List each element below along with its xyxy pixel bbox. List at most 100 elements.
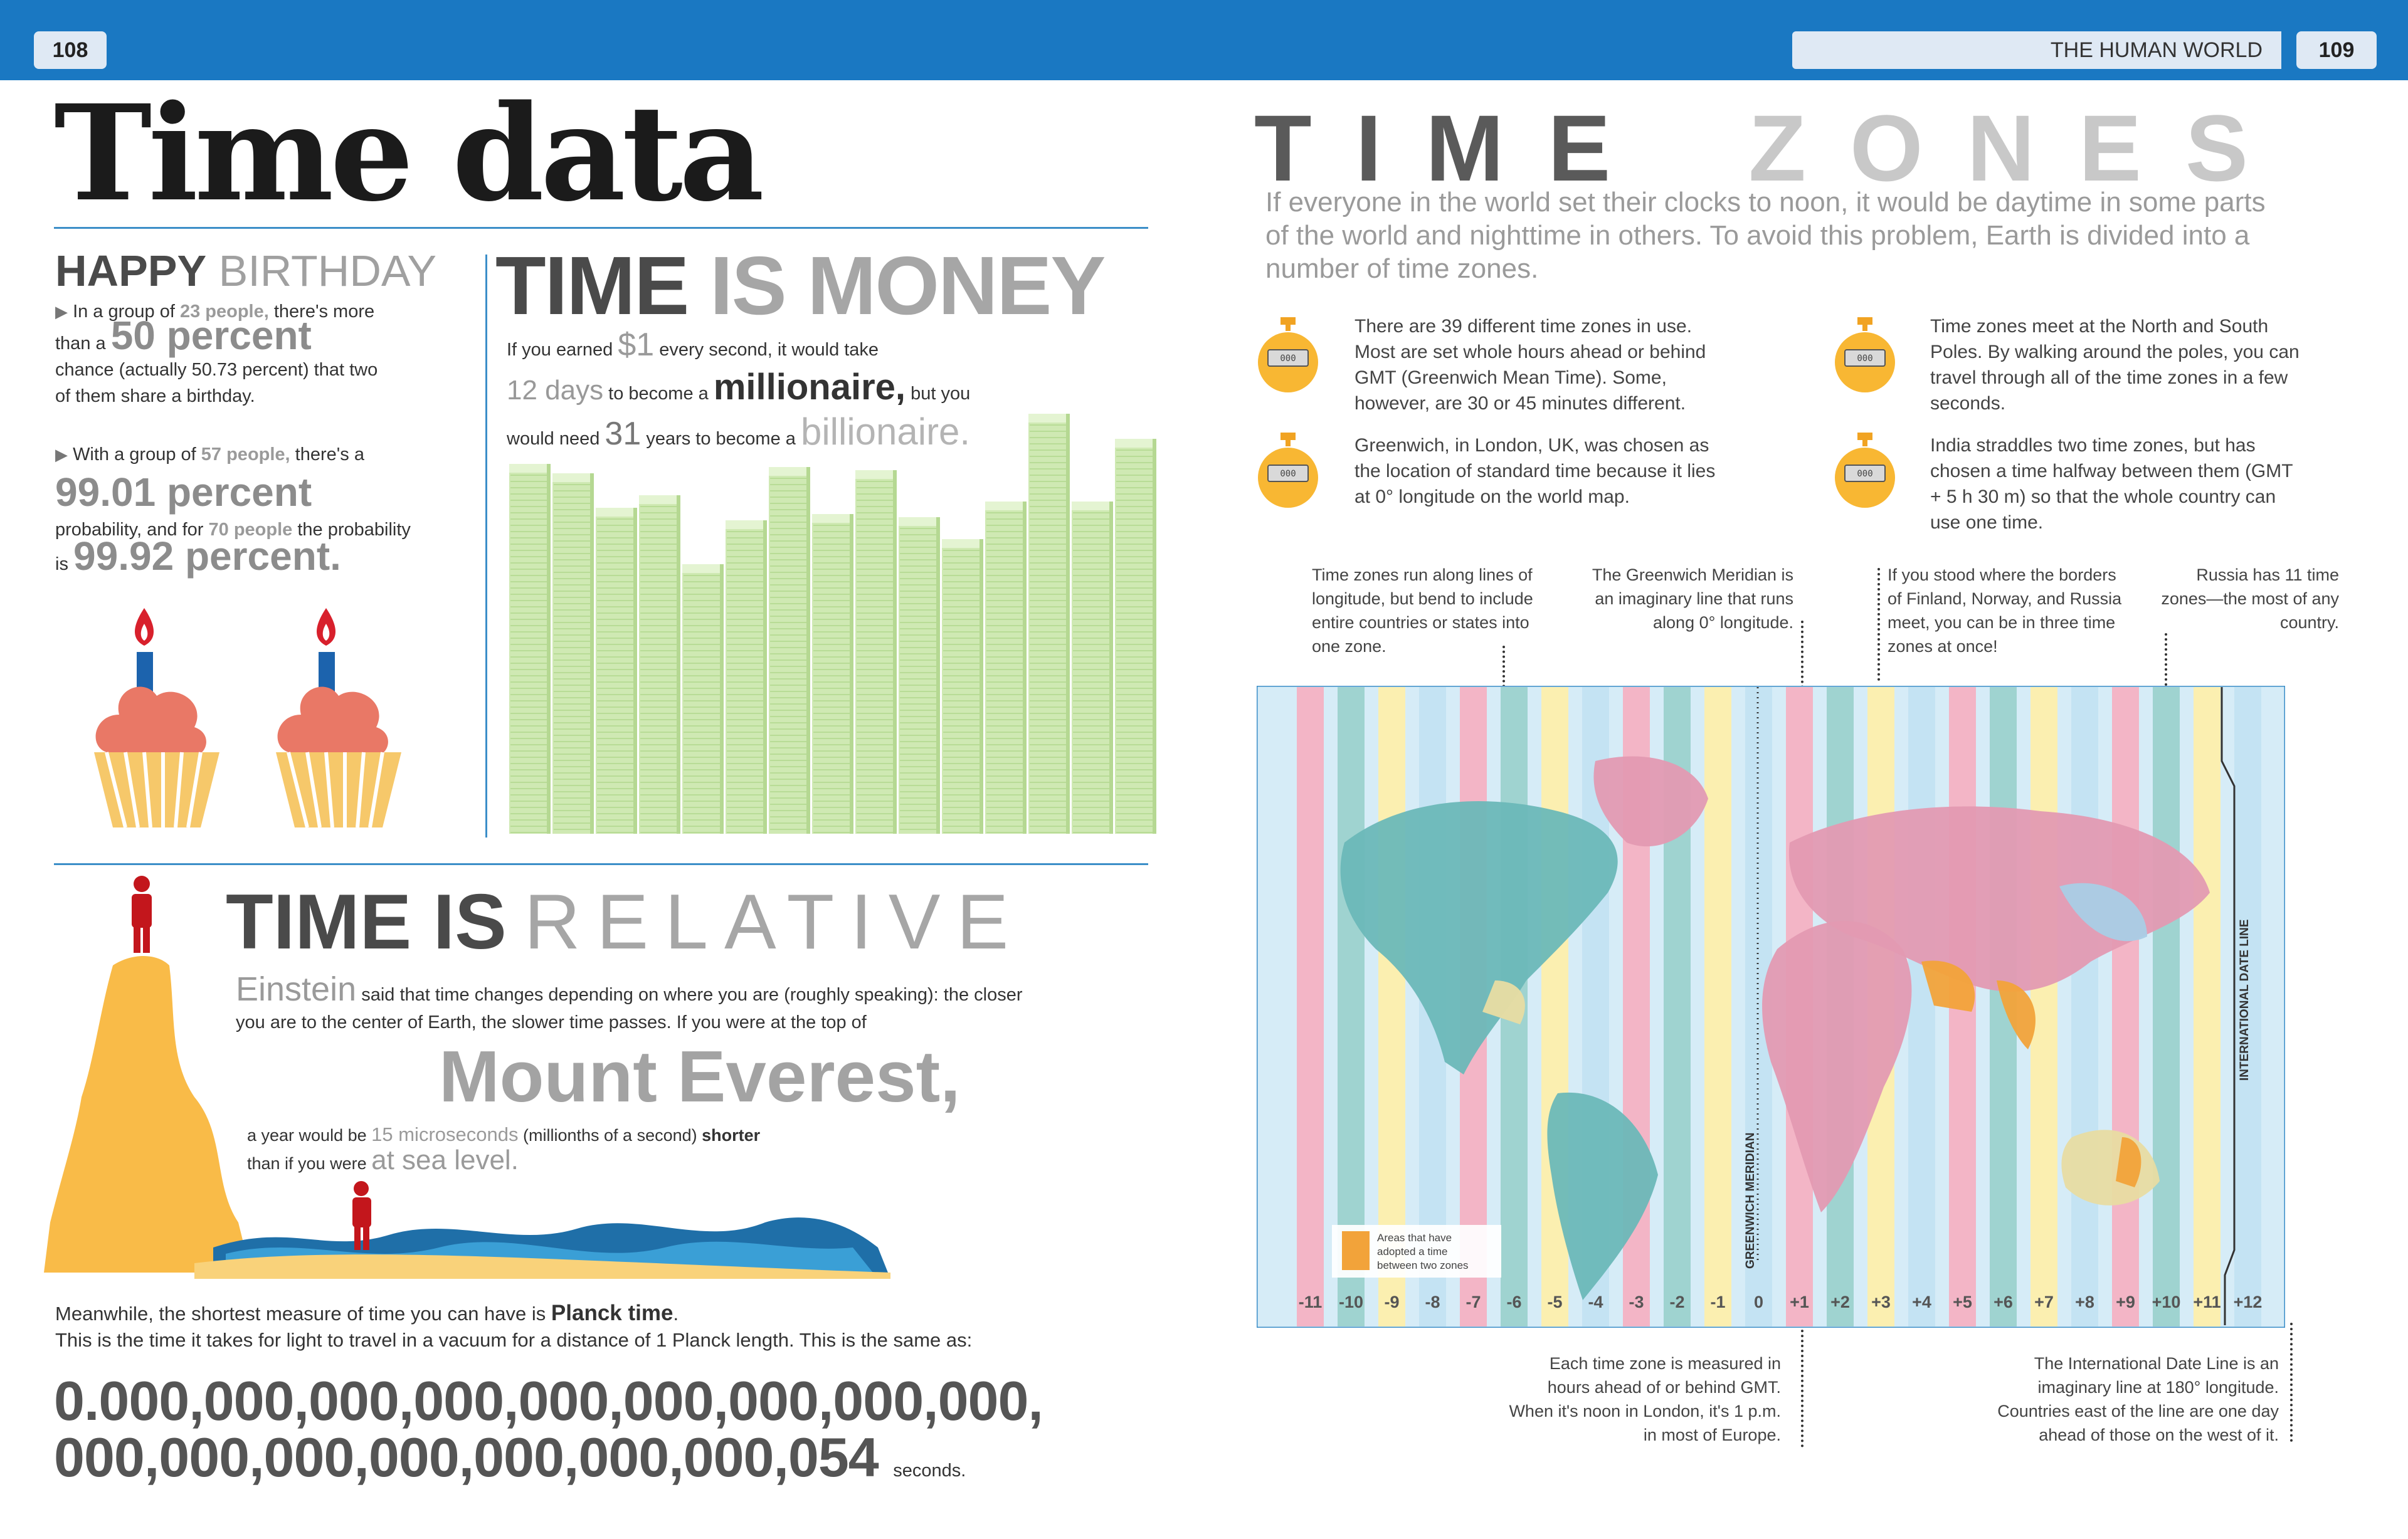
money-stack — [552, 473, 594, 834]
cupcake-icon — [276, 608, 401, 828]
stopwatch-icon: 000 — [1835, 317, 1895, 392]
stopwatch-icon: 000 — [1258, 317, 1318, 392]
zone-band — [2030, 687, 2057, 1326]
zone-label: +2 — [1830, 1293, 1850, 1311]
money-stack — [509, 464, 551, 834]
money-stack — [769, 467, 810, 834]
fact-poles: Time zones meet at the North and South P… — [1930, 316, 2300, 414]
zone-band — [1378, 687, 1405, 1326]
note-longitude: Time zones run along lines of longitude,… — [1312, 565, 1533, 656]
zone-band — [1908, 687, 1935, 1326]
money-text-line-1: If you earned $1 every second, it would … — [507, 327, 879, 363]
page-title: Time data — [54, 76, 764, 231]
zone-band — [2234, 687, 2261, 1326]
birthday-paragraph-2: ▶ With a group of 57 people, there's a 9… — [55, 441, 482, 577]
birthday-heading: HAPPY BIRTHDAY — [55, 246, 437, 295]
cupcakes-illustration — [94, 608, 401, 828]
zone-label: +7 — [2034, 1293, 2054, 1311]
fact-greenwich: Greenwich, in London, UK, was chosen as … — [1354, 435, 1716, 507]
money-stack — [639, 495, 680, 834]
land-shape — [1593, 756, 1708, 847]
stat-99-01: 99.01 percent — [55, 470, 312, 515]
person-icon — [132, 876, 152, 953]
land-shape — [2059, 883, 2147, 942]
note-greenwich: The Greenwich Meridian is an imaginary l… — [1592, 565, 1793, 632]
greenwich-label: GREENWICH MERIDIAN — [1744, 1133, 1757, 1269]
zone-label: +8 — [2075, 1293, 2094, 1311]
zone-label: +1 — [1790, 1293, 1809, 1311]
money-stack — [1072, 502, 1113, 834]
land-shape — [1547, 1092, 1658, 1300]
relative-heading: TIME IS RELATIVE — [226, 879, 1025, 965]
zone-label: -7 — [1465, 1293, 1481, 1311]
svg-text:between two zones: between two zones — [1377, 1259, 1469, 1271]
mountain-shape — [44, 956, 251, 1273]
zone-label: -3 — [1629, 1293, 1644, 1311]
money-heading: TIME IS MONEY — [495, 239, 1106, 332]
money-stack — [726, 520, 767, 834]
zone-band — [2153, 687, 2180, 1326]
land-shape — [1997, 980, 2036, 1049]
money-stack — [1115, 439, 1156, 834]
date-line-label: INTERNATIONAL DATE LINE — [2238, 919, 2251, 1081]
zone-label: +11 — [2193, 1293, 2221, 1311]
money-stack — [596, 508, 637, 834]
stopwatch-icon: 000 — [1835, 433, 1895, 508]
svg-text:000: 000 — [1280, 469, 1296, 479]
leader-dots — [2290, 1323, 2293, 1442]
birthday-paragraph-1: ▶ In a group of 23 people, there's more … — [55, 302, 378, 406]
zone-label: +10 — [2152, 1293, 2181, 1311]
zone-label: -11 — [1299, 1293, 1323, 1311]
zone-label: -9 — [1384, 1293, 1399, 1311]
zone-label: -10 — [1339, 1293, 1363, 1311]
zone-band — [2112, 687, 2139, 1326]
zone-label: -5 — [1547, 1293, 1562, 1311]
zone-band — [1297, 687, 1324, 1326]
zone-band — [2194, 687, 2221, 1326]
svg-text:000: 000 — [1857, 354, 1872, 364]
zone-label: +12 — [2234, 1293, 2263, 1311]
svg-text:Areas that have: Areas that have — [1377, 1232, 1452, 1244]
money-stack — [942, 539, 983, 834]
section-title: THE HUMAN WORLD — [1792, 31, 2281, 69]
note-russia: Russia has 11 time zones—the most of any… — [2161, 565, 2339, 632]
leader-dots — [1877, 568, 1880, 681]
stat-50-percent: 50 percent — [110, 313, 312, 358]
note-three-zones: If you stood where the borders of Finlan… — [1888, 565, 2122, 656]
time-zone-map: GREENWICH MERIDIAN INTERNATIONAL DATE LIN… — [1257, 686, 2285, 1328]
zone-band — [1338, 687, 1365, 1326]
zone-label: -8 — [1425, 1293, 1440, 1311]
fact-india: India straddles two time zones, but has … — [1930, 435, 2293, 533]
leader-dots — [2165, 633, 2167, 696]
land-shape — [1921, 960, 1975, 1012]
timezones-intro: If everyone in the world set their clock… — [1265, 187, 2266, 284]
note-date-line: The International Date Line is an imagin… — [1997, 1354, 2279, 1444]
zone-band — [1704, 687, 1731, 1326]
zone-label: -1 — [1710, 1293, 1725, 1311]
svg-text:adopted a time: adopted a time — [1377, 1246, 1447, 1258]
stat-99-92: 99.92 percent. — [73, 533, 341, 579]
column-divider — [485, 255, 487, 838]
zone-label: +3 — [1871, 1293, 1891, 1311]
note-gmt: Each time zone is measured in hours ahea… — [1509, 1354, 1781, 1444]
planck-text: Meanwhile, the shortest measure of time … — [55, 1301, 973, 1351]
money-stacks-illustration — [509, 414, 1156, 834]
svg-text:000: 000 — [1857, 469, 1872, 479]
money-text-line-3: would need 31 years to become a billiona… — [507, 411, 971, 453]
page-number-left: 108 — [34, 31, 107, 69]
svg-text:000: 000 — [1280, 354, 1296, 364]
mount-everest-text: Mount Everest, — [439, 1036, 961, 1117]
money-stack — [985, 502, 1027, 834]
money-text-line-2: 12 days to become a millionaire, but you — [507, 367, 971, 407]
planck-number: 0.000,000,000,000,000,000,000,000,000, 0… — [54, 1370, 1043, 1488]
cupcake-icon — [94, 608, 219, 828]
money-stack — [812, 514, 853, 834]
zone-label: +5 — [1953, 1293, 1972, 1311]
money-stack — [855, 470, 897, 834]
zone-label: 0 — [1754, 1293, 1763, 1311]
zone-label: -6 — [1506, 1293, 1521, 1311]
land-shape — [1788, 806, 2210, 992]
money-stack — [682, 564, 724, 834]
money-stack — [1028, 414, 1070, 834]
relative-text: Einstein said that time changes dependin… — [236, 970, 1023, 1032]
